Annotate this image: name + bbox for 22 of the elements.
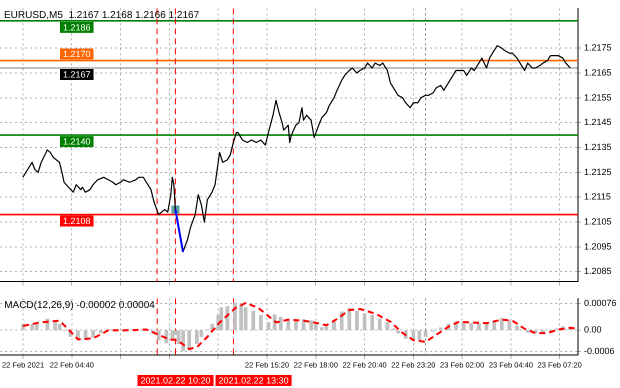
ref-line-label: 2021.02.22 10:20 <box>140 375 211 386</box>
ref-line-label: 2021.02.22 13:30 <box>218 375 289 386</box>
chart-title: MACD(12,26,9) -0.00002 0.00004 <box>4 300 156 312</box>
y-tick-label: 1.2135 <box>584 142 612 152</box>
y-tick-label: 1.2115 <box>584 192 611 202</box>
y-tick-label: 1.2175 <box>584 42 612 53</box>
ref-line-label: 1.2167 <box>63 69 91 80</box>
y-tick-label: 1.2155 <box>584 92 612 102</box>
y-tick-label: 1.2145 <box>584 117 612 128</box>
y-tick-label: 1.2105 <box>584 216 612 226</box>
ref-line-label: 1.2140 <box>63 136 91 147</box>
ref-line-label: 1.2186 <box>63 22 91 32</box>
y-tick-label: 1.2085 <box>584 266 612 276</box>
y-tick-label: -0.0006 <box>584 346 615 356</box>
y-tick-label: 1.2165 <box>584 67 612 78</box>
ref-line-label: 1.2108 <box>63 216 91 226</box>
y-tick-label: 1.2095 <box>584 241 612 252</box>
chart-title: EURUSD,M5 1.2167 1.2168 1.2166 1.2167 <box>4 10 200 22</box>
y-tick-label: 0.00076 <box>584 298 617 308</box>
y-tick-label: 0.00 <box>584 324 602 335</box>
y-tick-label: 1.2125 <box>584 166 612 177</box>
ref-line-label: 1.2170 <box>63 49 91 60</box>
